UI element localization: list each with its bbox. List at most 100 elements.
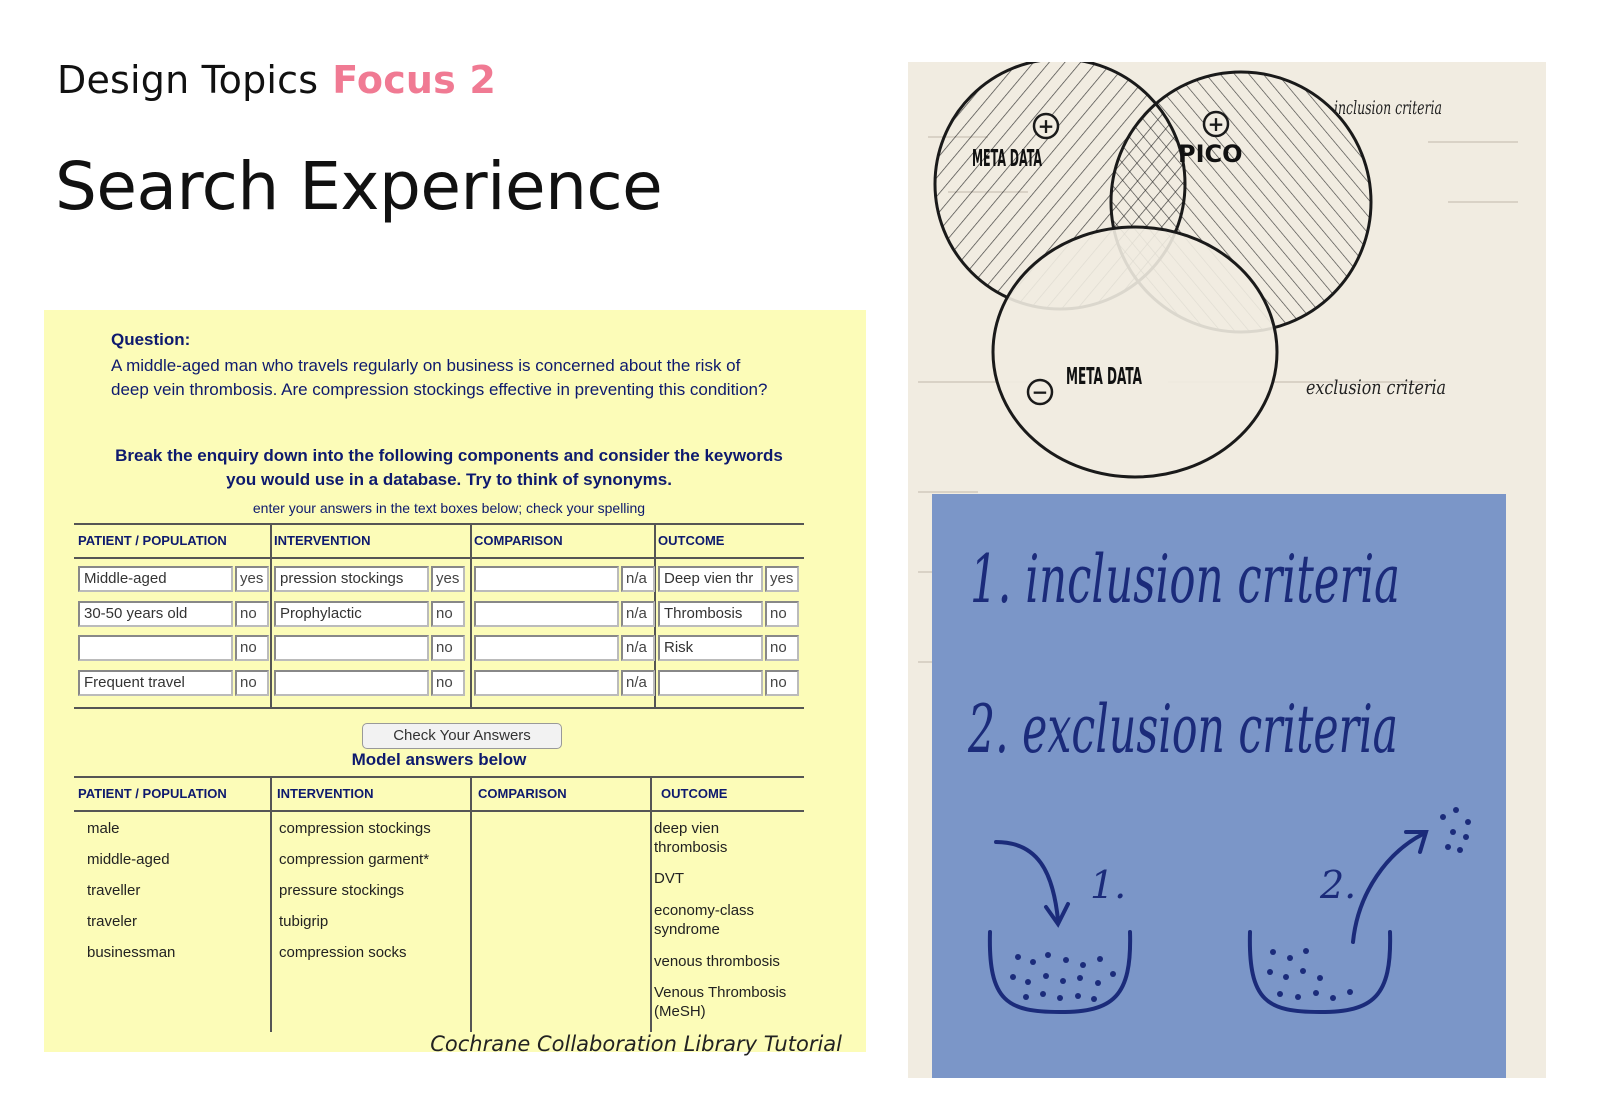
answer-status: no (431, 600, 465, 627)
answer-status: no (235, 600, 269, 627)
answer-status: no (765, 669, 799, 696)
model-answers-heading: Model answers below (351, 750, 527, 769)
answer-status: n/a (621, 669, 655, 696)
model-column-header: OUTCOME (661, 786, 728, 801)
model-column-header: PATIENT / POPULATION (78, 786, 227, 801)
answer-status: yes (235, 566, 269, 592)
grid-divider (654, 523, 656, 709)
model-answer: traveller (87, 882, 141, 899)
tutorial-panel: Question: A middle-aged man who travels … (44, 310, 866, 1052)
sketch-photo: + + − META DATA PICO META DATA inclusion… (908, 62, 1546, 1078)
hint-text: enter your answers in the text boxes bel… (252, 500, 646, 516)
model-divider (650, 776, 652, 1032)
answer-input[interactable] (474, 669, 619, 696)
model-answer: Venous Thrombosis (MeSH) (654, 984, 787, 1020)
answer-input[interactable]: Middle-aged (78, 566, 233, 592)
bowls (987, 830, 1429, 1015)
exclusion-note: exclusion criteria (1306, 375, 1446, 399)
model-answer: tubigrip (279, 913, 329, 930)
model-divider (270, 776, 272, 1032)
plus-sign-icon: + (1202, 110, 1230, 138)
focus-label: Focus 2 (332, 58, 497, 102)
model-answer: deep vien thrombosis (654, 820, 728, 856)
header: Design Topics Focus 2 (57, 58, 496, 102)
answer-input[interactable]: Thrombosis (658, 600, 763, 627)
svg-text:−: − (1032, 380, 1049, 404)
question-text: A middle-aged man who travels regularly … (111, 356, 768, 399)
venn-circle-bottom (991, 225, 1279, 479)
grid-rule (74, 707, 804, 709)
plus-sign-icon: + (1032, 112, 1060, 140)
answer-input[interactable] (474, 600, 619, 627)
answer-status: no (765, 635, 799, 661)
answer-input[interactable]: pression stockings (274, 566, 429, 592)
inclusion-note: inclusion criteria (1334, 97, 1442, 119)
model-column-header: COMPARISON (478, 786, 567, 801)
check-answers-button[interactable]: Check Your Answers (362, 723, 562, 749)
grid-rule (74, 557, 804, 559)
answer-status: yes (431, 566, 465, 592)
model-divider (470, 776, 472, 1032)
answer-status: no (431, 635, 465, 661)
grid-rule (74, 523, 804, 525)
answer-input[interactable]: Deep vien thr (658, 566, 763, 592)
answer-status: n/a (621, 635, 655, 661)
answer-status: n/a (621, 566, 655, 592)
column-header: OUTCOME (658, 533, 725, 548)
svg-text:+: + (1208, 112, 1225, 136)
answer-input[interactable] (474, 566, 619, 592)
answer-status: n/a (621, 600, 655, 627)
question-label: Question: (111, 330, 191, 349)
arrow-down-icon (994, 840, 1060, 922)
bowl-label-2: 2. (1319, 863, 1356, 907)
grid-divider (270, 523, 272, 709)
minus-sign-icon: − (1026, 378, 1054, 406)
answer-input[interactable]: Prophylactic (274, 600, 429, 627)
answer-status: no (235, 635, 269, 661)
answer-status: no (235, 669, 269, 696)
answer-input[interactable]: Risk (658, 635, 763, 661)
model-answer: pressure stockings (279, 882, 405, 899)
answer-input[interactable] (274, 635, 429, 661)
venn-label-metadata-bottom: META DATA (1066, 364, 1142, 390)
model-answer: DVT (654, 870, 684, 887)
model-answer: compression garment* (279, 851, 430, 868)
answer-status: yes (765, 566, 799, 592)
model-answer: compression socks (279, 944, 407, 961)
answer-input[interactable] (274, 669, 429, 696)
sticky-line-2: 2. exclusion criteria (967, 691, 1398, 768)
column-header: COMPARISON (474, 533, 563, 548)
model-answer: venous thrombosis (654, 953, 780, 970)
bowl-1 (987, 930, 1133, 1015)
model-answer: businessman (87, 944, 176, 961)
design-topics-label: Design Topics (57, 58, 319, 102)
sticky-line-1: 1. inclusion criteria (970, 541, 1400, 618)
bowl-dots (1010, 807, 1471, 1002)
model-answer: economy-class syndrome (654, 902, 755, 938)
venn-label-pico: PICO (1178, 140, 1243, 168)
model-answer: middle-aged (87, 851, 170, 868)
column-header: PATIENT / POPULATION (78, 533, 227, 548)
answer-input[interactable]: Frequent travel (78, 669, 233, 696)
answer-status: no (431, 669, 465, 696)
answer-status: no (765, 600, 799, 627)
answer-input[interactable] (474, 635, 619, 661)
answer-input[interactable] (78, 635, 233, 661)
model-rule (74, 776, 804, 778)
grid-divider (470, 523, 472, 709)
arrow-up-head (1404, 830, 1429, 854)
venn-circle-bottom-fill (993, 227, 1277, 477)
model-column-header: INTERVENTION (277, 786, 374, 801)
instruction-text: Break the enquiry down into the followin… (115, 446, 783, 489)
arrow-up-icon (1351, 832, 1425, 944)
answer-input[interactable]: 30-50 years old (78, 600, 233, 627)
venn-label-metadata-top: META DATA (972, 146, 1042, 172)
page-title: Search Experience (55, 148, 663, 225)
caption: Cochrane Collaboration Library Tutorial (430, 1032, 842, 1056)
model-answer: compression stockings (279, 820, 431, 837)
answer-input[interactable] (658, 669, 763, 696)
svg-text:+: + (1038, 114, 1055, 138)
model-rule (74, 810, 804, 812)
bowl-label-1: 1. (1090, 863, 1126, 907)
model-answer: male (87, 820, 120, 837)
